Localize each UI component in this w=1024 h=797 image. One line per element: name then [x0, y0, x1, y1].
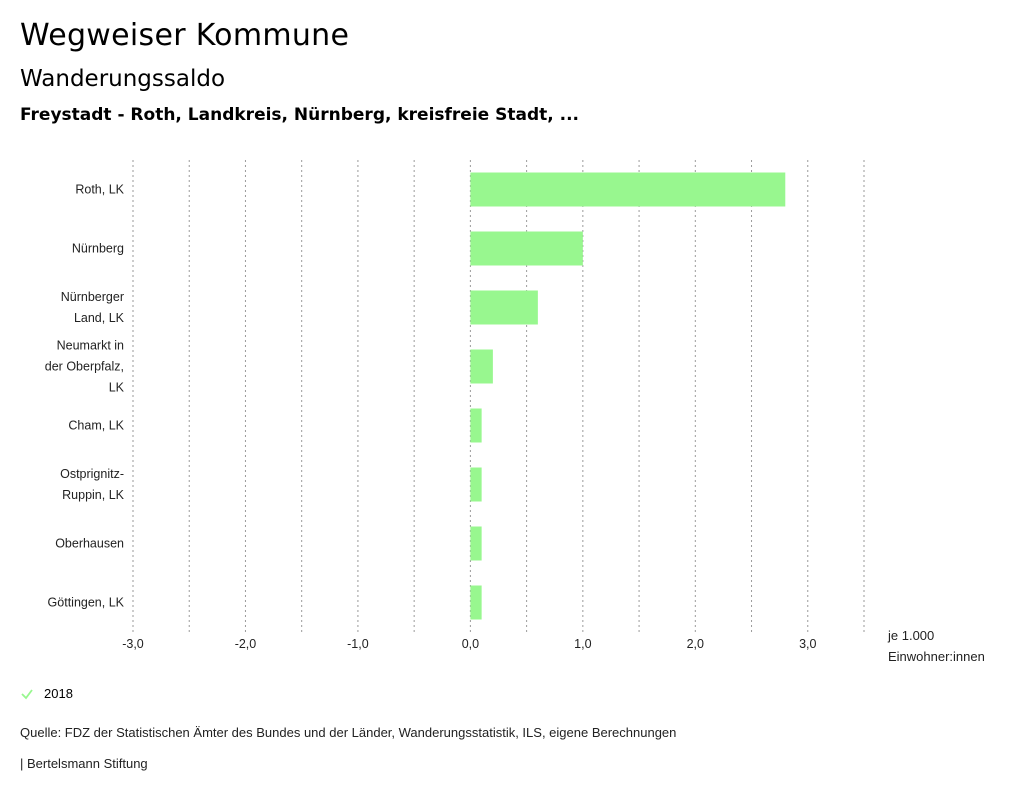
category-label: Roth, LK	[75, 183, 124, 197]
bar[interactable]	[470, 172, 786, 207]
category-label: Neumarkt in der Oberpfalz, LK	[45, 339, 125, 395]
x-tick-label: 2,0	[687, 637, 704, 651]
x-tick-label: -2,0	[235, 637, 257, 651]
unit-label: je 1.000 Einwohner:innen	[888, 625, 985, 667]
x-tick-label: 3,0	[799, 637, 816, 651]
app-title: Wegweiser Kommune	[20, 18, 350, 53]
source-note: Quelle: FDZ der Statistischen Ämter des …	[20, 725, 677, 740]
x-tick-label: -1,0	[347, 637, 369, 651]
bar[interactable]	[470, 231, 583, 266]
category-label: Nürnberger Land, LK	[61, 290, 125, 325]
region-subtitle: Freystadt - Roth, Landkreis, Nürnberg, k…	[20, 105, 579, 125]
bar[interactable]	[470, 585, 482, 620]
x-tick-label: 0,0	[462, 637, 479, 651]
unit-label-line1: je 1.000	[888, 628, 935, 643]
chart-title: Wanderungssaldo	[20, 66, 226, 92]
bar[interactable]	[470, 526, 482, 561]
category-label: Ostprignitz-Ruppin, LK	[60, 467, 125, 502]
bar[interactable]	[470, 467, 482, 502]
publisher-note: | Bertelsmann Stiftung	[20, 756, 148, 771]
legend-label: 2018	[44, 686, 73, 701]
legend[interactable]: 2018	[20, 686, 73, 701]
check-icon	[21, 688, 33, 699]
unit-label-line2: Einwohner:innen	[888, 649, 985, 664]
x-tick-label: -3,0	[122, 637, 144, 651]
category-label: Nürnberg	[72, 242, 124, 256]
category-label: Oberhausen	[55, 537, 124, 551]
bar[interactable]	[470, 349, 493, 384]
bar-chart: -3,0 -2,0 -1,0 0,0 1,0 2,0 3,0 Roth, LK Nürnberg…	[45, 160, 865, 651]
category-label: Göttingen, LK	[48, 596, 125, 610]
bar[interactable]	[470, 290, 538, 325]
bar[interactable]	[470, 408, 482, 443]
category-label: Cham, LK	[68, 419, 124, 433]
x-tick-label: 1,0	[574, 637, 591, 651]
